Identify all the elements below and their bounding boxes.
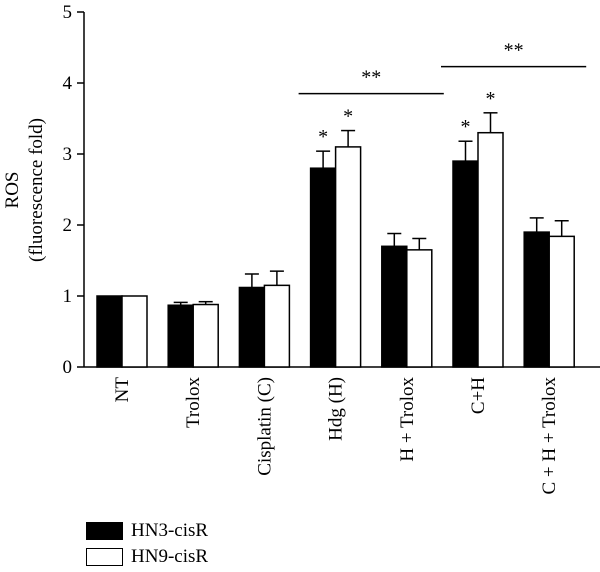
bracket-label: **	[361, 67, 381, 89]
bar-hn9	[121, 295, 148, 368]
x-tick-label: Cisplatin (C)	[254, 377, 275, 476]
bars: * * * *	[96, 88, 575, 368]
y-tick-label: 3	[63, 144, 73, 165]
x-tick-label: C + H + Trolox	[539, 377, 560, 495]
significance-asterisk: *	[486, 88, 496, 110]
bar-hn3	[309, 167, 337, 368]
legend-item-hn9: HN9-cisR	[86, 544, 208, 570]
bar-hn9	[334, 146, 362, 368]
bar-hn3	[523, 231, 550, 368]
bracket-label: **	[504, 40, 524, 62]
legend-label-hn9: HN9-cisR	[131, 546, 209, 567]
x-tick-label: C+H	[468, 377, 489, 414]
legend: HN3-cisR HN9-cisR	[86, 518, 208, 570]
y-tick-label: 2	[63, 215, 73, 236]
bar-hn9	[406, 249, 433, 368]
x-tick-label: H + Trolox	[397, 377, 418, 462]
legend-label-hn3: HN3-cisR	[131, 520, 209, 541]
legend-item-hn3: HN3-cisR	[86, 518, 208, 544]
significance-asterisk: *	[318, 126, 328, 148]
y-tick-label: 4	[63, 73, 73, 94]
bar-hn3	[381, 245, 408, 368]
bar-hn3	[167, 304, 194, 368]
significance-asterisk: *	[461, 116, 471, 138]
y-axis: 0 1 2 3 4 5	[63, 2, 85, 378]
y-tick-label: 0	[63, 357, 73, 378]
y-tick-label: 1	[63, 286, 73, 307]
x-tick-label: Hdg (H)	[326, 377, 347, 441]
legend-swatch-hn9	[86, 548, 123, 566]
legend-swatch-hn3	[86, 522, 123, 540]
x-axis: NT Trolox Cisplatin (C) Hdg (H) H + Trolox C+…	[84, 366, 600, 495]
bar-hn3	[96, 295, 123, 368]
bar-hn9	[548, 235, 575, 368]
significance-asterisk: *	[343, 106, 353, 128]
bar-hn3	[452, 160, 479, 368]
x-tick-label: Trolox	[183, 377, 204, 429]
bar-hn3	[238, 286, 266, 368]
bar-hn9	[192, 303, 219, 368]
y-axis-label-line1: ROS	[2, 172, 23, 209]
x-tick-label: NT	[112, 377, 133, 403]
bar-hn9	[477, 131, 504, 368]
significance-brackets: ** **	[298, 40, 587, 95]
bar-hn9	[263, 284, 291, 368]
y-axis-label-line2: (fluorescence fold)	[26, 118, 47, 262]
y-axis-label: ROS (fluorescence fold)	[2, 118, 47, 262]
y-tick-label: 5	[63, 2, 73, 23]
